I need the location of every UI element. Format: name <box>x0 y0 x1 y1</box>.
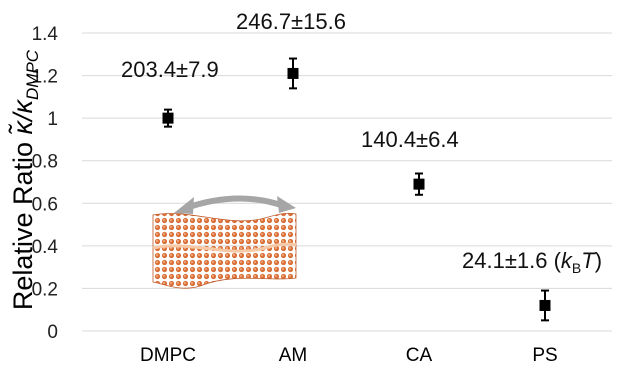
membrane-midplane <box>152 242 297 253</box>
data-label-text: 24.1±1.6 ( <box>462 248 562 273</box>
y-tick-label: 1 <box>47 109 58 130</box>
kb-symbol: k <box>561 248 573 273</box>
data-point <box>413 178 425 190</box>
arrow-head-right <box>277 196 296 213</box>
y-tick-label: 1.2 <box>32 67 58 88</box>
close-paren: ) <box>595 248 602 273</box>
data-label: 140.4±6.4 <box>361 127 459 152</box>
kb-subscript: B <box>572 260 581 276</box>
data-point <box>162 112 174 124</box>
y-axis-label-kappa: κ̃/κ <box>7 98 38 134</box>
data-label-text: 246.7±15.6 <box>236 9 346 34</box>
data-label: 246.7±15.6 <box>236 9 346 34</box>
x-category-label: PS <box>532 345 557 366</box>
x-category-labels: DMPC AM CA PS <box>140 345 558 366</box>
y-tick-label: 0.8 <box>32 152 58 173</box>
data-annotations: 203.4±7.9 246.7±15.6 140.4±6.4 24.1±1.6 (kB… <box>121 9 602 276</box>
y-axis-label-subscript: DMPC <box>23 49 42 100</box>
y-tick-labels: 0 0.2 0.4 0.6 0.8 1 1.2 1.4 <box>32 24 59 343</box>
temperature-symbol: T <box>581 248 596 273</box>
y-tick-label: 0.6 <box>32 194 58 215</box>
y-tick-label: 0.4 <box>32 237 59 258</box>
y-axis-label: Relative Ratio κ̃/κDMPC <box>7 49 42 310</box>
y-tick-label: 1.4 <box>32 24 59 45</box>
data-label-text: 140.4±6.4 <box>361 127 459 152</box>
y-axis-label-prefix: Relative Ratio <box>8 134 38 310</box>
membrane-illustration <box>152 195 297 289</box>
data-point <box>287 67 299 79</box>
x-category-label: DMPC <box>140 345 196 366</box>
data-point <box>539 299 551 311</box>
x-category-label: AM <box>279 345 308 366</box>
data-label: 203.4±7.9 <box>121 57 219 82</box>
y-tick-label: 0 <box>47 322 58 343</box>
arrow-head-left <box>174 197 194 214</box>
y-tick-label: 0.2 <box>32 279 58 300</box>
data-label-text: 203.4±7.9 <box>121 57 219 82</box>
x-category-label: CA <box>406 345 433 366</box>
data-label: 24.1±1.6 (kBT) <box>462 248 602 276</box>
data-points <box>162 57 551 322</box>
bending-arrow-icon <box>183 195 287 211</box>
